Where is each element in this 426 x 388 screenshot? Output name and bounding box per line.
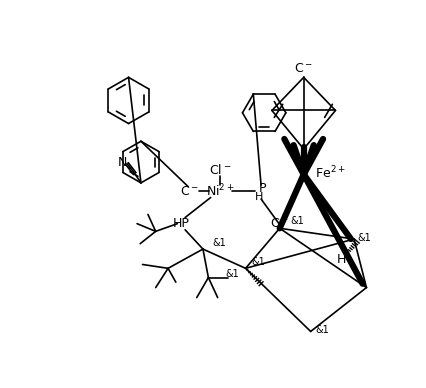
Text: &1: &1: [314, 325, 328, 335]
Text: H: H: [255, 192, 263, 203]
Text: Cl$^-$: Cl$^-$: [208, 163, 230, 177]
Text: N: N: [118, 156, 127, 168]
Text: Ni$^{2+}$: Ni$^{2+}$: [205, 183, 234, 199]
Text: &1: &1: [212, 238, 225, 248]
Text: &1: &1: [290, 216, 304, 225]
Text: &1: &1: [251, 257, 265, 267]
Text: HP: HP: [173, 217, 189, 230]
Text: C$^-$: C$^-$: [180, 185, 199, 198]
Text: C$^-$: C$^-$: [294, 62, 312, 74]
Text: Fe$^{2+}$: Fe$^{2+}$: [314, 165, 344, 181]
Text: &1: &1: [356, 232, 370, 242]
Text: H: H: [336, 253, 345, 265]
Text: P: P: [258, 182, 266, 195]
Text: C$^-$: C$^-$: [270, 217, 288, 230]
Text: &1: &1: [225, 270, 239, 279]
